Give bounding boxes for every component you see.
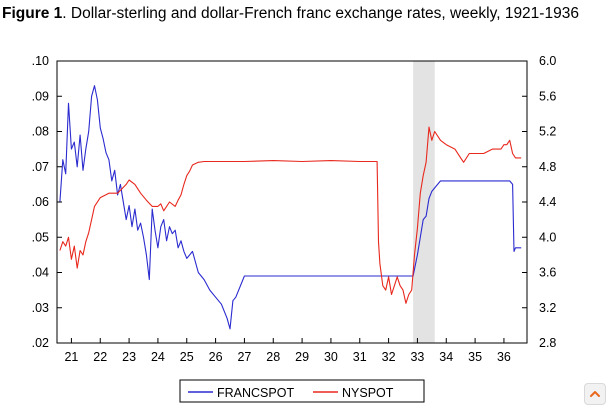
y-right-tick-label: 4.4 <box>539 195 556 209</box>
scroll-to-top-button[interactable] <box>584 383 606 405</box>
y-right-tick-label: 5.2 <box>539 125 556 139</box>
y-right-tick-label: 2.8 <box>539 336 556 350</box>
y-left-tick-label: .07 <box>32 160 49 174</box>
x-tick-label: 29 <box>295 350 309 364</box>
x-tick-label: 32 <box>382 350 396 364</box>
y-left-tick-label: .03 <box>32 301 49 315</box>
y-right-tick-label: 3.2 <box>539 301 556 315</box>
y-right-tick-label: 5.6 <box>539 89 556 103</box>
y-right-tick-label: 4.0 <box>539 230 556 244</box>
axis-ticks: 21 22 23 24 25 26 27 28 29 30 31 32 33 34 35 36 .02 .03 .0… <box>32 54 557 364</box>
shaded-period <box>413 61 435 343</box>
y-left-tick-label: .05 <box>32 230 49 244</box>
y-left-tick-label: .02 <box>32 336 49 350</box>
x-tick-label: 22 <box>93 350 107 364</box>
y-right-tick-label: 3.6 <box>539 266 556 280</box>
y-left-tick-label: .09 <box>32 89 49 103</box>
x-tick-label: 26 <box>209 350 223 364</box>
x-tick-label: 23 <box>122 350 136 364</box>
figure-caption: . Dollar-sterling and dollar-French fran… <box>62 5 579 22</box>
x-tick-label: 21 <box>64 350 78 364</box>
legend-label-nyspot: NYSPOT <box>342 386 394 400</box>
x-tick-label: 36 <box>497 350 511 364</box>
figure-label: Figure 1 <box>2 5 63 22</box>
x-tick-label: 25 <box>180 350 194 364</box>
x-tick-label: 27 <box>237 350 251 364</box>
y-right-tick-label: 6.0 <box>539 54 556 68</box>
legend-box <box>179 379 425 403</box>
y-right-tick-label: 4.8 <box>539 160 556 174</box>
legend: FRANCSPOT NYSPOT <box>179 379 425 403</box>
x-tick-label: 24 <box>151 350 165 364</box>
plot-frame <box>56 60 528 344</box>
x-tick-label: 28 <box>266 350 280 364</box>
y-left-tick-label: .08 <box>32 125 49 139</box>
legend-label-francspot: FRANCSPOT <box>217 386 294 400</box>
y-left-tick-label: .04 <box>32 266 49 280</box>
chevron-up-icon <box>590 391 600 397</box>
x-tick-label: 34 <box>439 350 453 364</box>
y-left-tick-label: .06 <box>32 195 49 209</box>
figure-title: Figure 1. Dollar-sterling and dollar-Fre… <box>2 4 610 24</box>
x-tick-label: 31 <box>353 350 367 364</box>
series-line-francspot <box>59 85 522 330</box>
x-tick-label: 35 <box>468 350 482 364</box>
x-tick-label: 30 <box>324 350 338 364</box>
series-line-nyspot <box>59 126 522 304</box>
x-tick-label: 33 <box>410 350 424 364</box>
y-left-tick-label: .10 <box>32 54 49 68</box>
series-layer <box>59 85 522 330</box>
